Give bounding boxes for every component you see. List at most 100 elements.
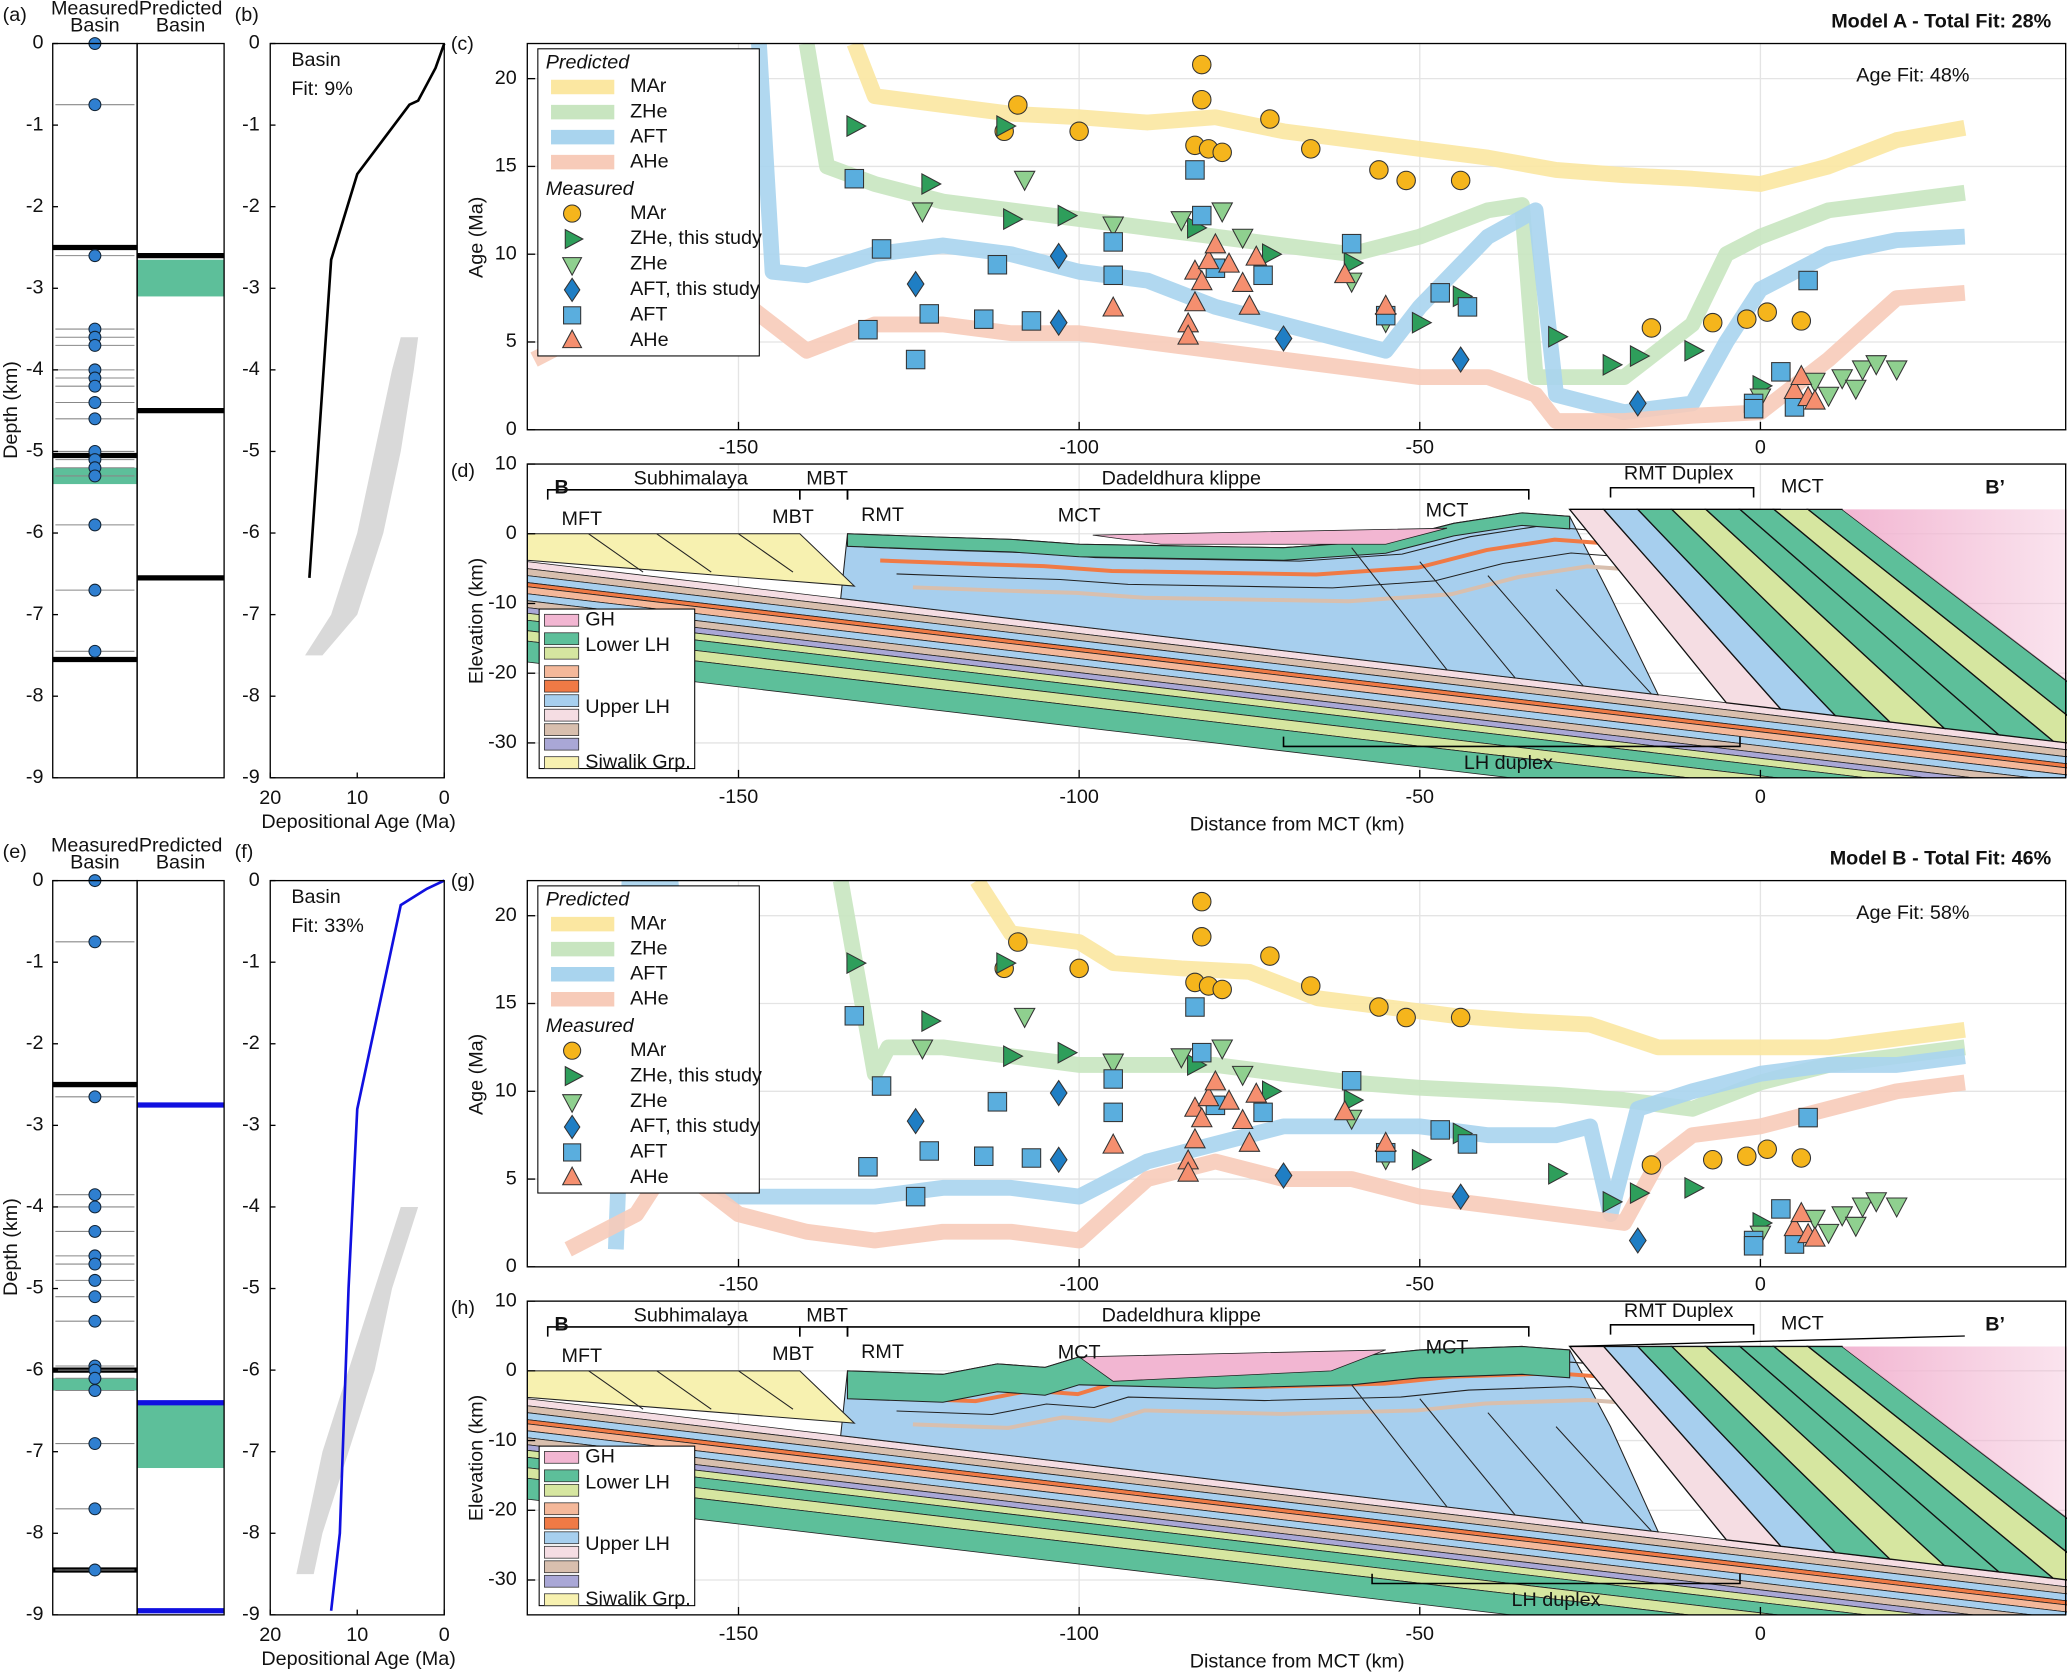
siwalik	[527, 1370, 856, 1424]
data-point	[1791, 311, 1812, 331]
y-tick-label: 0	[249, 32, 260, 54]
column-frame	[136, 42, 225, 779]
siwalik-thrust	[588, 1370, 644, 1410]
x-tick-label: 0	[1755, 1274, 1766, 1296]
y-tick-label: -30	[488, 731, 517, 753]
y-tick-label: -8	[242, 1522, 260, 1544]
legend-swatch	[544, 613, 580, 627]
data-point	[1374, 294, 1397, 315]
data-point	[1396, 1007, 1416, 1028]
chart-title: Model A - Total Fit: 28%	[1831, 11, 2051, 33]
data-point	[1817, 1223, 1840, 1245]
section-area	[527, 508, 2067, 778]
section-label: MBT	[806, 468, 848, 490]
data-point	[1003, 1045, 1024, 1068]
stratum	[527, 1437, 2036, 1615]
data-point	[1103, 1069, 1123, 1089]
data-point	[1021, 311, 1042, 331]
data-point	[1008, 932, 1028, 952]
x-tick-label: -100	[1059, 1623, 1099, 1645]
section-label: MCT	[1781, 475, 1824, 497]
sample-point	[88, 1384, 102, 1397]
data-point	[1192, 1042, 1212, 1063]
panel-label: (e)	[3, 841, 27, 863]
section-label: RMT Duplex	[1624, 463, 1734, 485]
data-point	[1253, 1102, 1273, 1123]
panel-label: (a)	[3, 4, 27, 26]
y-tick-label: 10	[495, 1289, 517, 1311]
data-point	[1190, 269, 1213, 291]
legend-marker	[563, 1041, 582, 1060]
legend-label: AFT	[630, 304, 667, 326]
data-point	[1783, 1215, 1806, 1237]
y-tick-label: -7	[26, 1440, 44, 1462]
bracket	[846, 1326, 1530, 1337]
legend-label: MAr	[630, 912, 667, 934]
y-tick-label: -7	[26, 603, 44, 625]
stratum	[527, 575, 2067, 765]
data-point	[844, 1006, 865, 1026]
section-label: MBT	[772, 1343, 814, 1365]
data-point	[1798, 1107, 1818, 1128]
data-point	[871, 1076, 892, 1096]
legend-label: AFT	[630, 1141, 667, 1163]
data-point	[1177, 324, 1200, 345]
bracket	[1609, 1324, 1755, 1335]
legend-swatch	[544, 1545, 580, 1559]
sample-point	[88, 1090, 102, 1104]
legend-marker	[561, 1094, 583, 1114]
y-tick-label: -1	[26, 950, 44, 972]
data-point	[974, 1146, 994, 1166]
x-tick-label: -100	[1059, 1274, 1099, 1296]
data-point	[871, 239, 892, 259]
data-point	[1798, 270, 1818, 291]
legend-swatch	[544, 632, 580, 646]
section-area	[527, 1335, 2067, 1615]
column-header: Measured	[51, 835, 139, 857]
y-tick-label: -9	[242, 766, 260, 788]
y-tick-label: -3	[242, 276, 260, 298]
data-point	[1049, 242, 1068, 270]
sample-point	[88, 338, 102, 352]
fit-annotation: Basin	[291, 886, 340, 908]
section-label: MCT	[1058, 505, 1101, 527]
plot-frame	[526, 879, 2067, 1268]
column-frame	[52, 42, 138, 779]
y-tick-label: -4	[26, 358, 44, 380]
y-axis-label: Depth (km)	[0, 361, 22, 459]
legend-heading: Measured	[546, 178, 635, 200]
sample-point	[88, 98, 102, 112]
data-point	[1260, 946, 1280, 966]
legend-swatch	[544, 1531, 580, 1545]
data-point	[919, 304, 940, 324]
plot-frame	[526, 42, 2067, 431]
data-point	[1192, 54, 1212, 75]
y-tick-label: -8	[26, 684, 44, 706]
data-point	[1333, 262, 1356, 284]
sample-point	[88, 1273, 102, 1287]
data-point	[1803, 1226, 1826, 1247]
data-point	[858, 319, 878, 340]
panel-label: (h)	[451, 1297, 475, 1319]
x-tick-label: -150	[719, 1623, 759, 1645]
data-point	[1013, 170, 1036, 192]
imbricate	[1419, 1398, 1516, 1516]
y-tick-label: -30	[488, 1568, 517, 1590]
data-point	[1369, 997, 1389, 1017]
data-point	[1430, 283, 1450, 303]
data-point	[846, 952, 867, 975]
data-point	[1343, 1089, 1365, 1112]
legend-label: ZHe, this study	[630, 1064, 762, 1086]
y-tick-label: -20	[488, 1499, 517, 1521]
section-label: B	[555, 477, 569, 499]
legend-heading: Predicted	[546, 52, 631, 74]
sample-point	[88, 412, 102, 426]
legend-label: MAr	[630, 75, 667, 97]
panel-label: (d)	[451, 460, 475, 482]
imbricate	[1555, 589, 1652, 695]
column-header: Predicted	[139, 0, 223, 19]
section-label: MCT	[1781, 1312, 1824, 1334]
legend-label: AFT	[630, 962, 667, 984]
data-point	[906, 1107, 925, 1135]
data-point	[996, 115, 1017, 138]
